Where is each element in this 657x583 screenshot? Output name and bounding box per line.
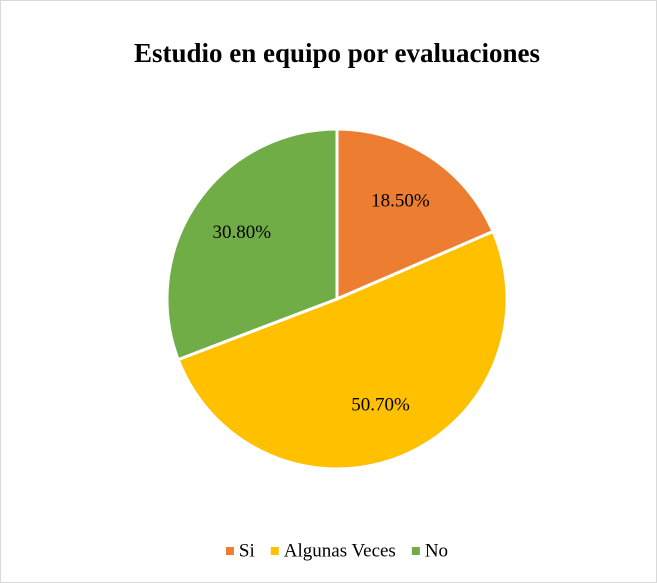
chart-title: Estudio en equipo por evaluaciones xyxy=(134,38,540,68)
pie-slice xyxy=(176,229,509,471)
legend-label: No xyxy=(425,540,448,561)
legend-label: Si xyxy=(239,540,255,561)
legend-label: Algunas Veces xyxy=(284,540,396,561)
pie-slice xyxy=(335,127,495,302)
legend-swatch xyxy=(225,547,234,555)
legend-swatch xyxy=(270,547,279,555)
data-label: 50.70% xyxy=(351,394,410,415)
legend-swatch xyxy=(411,547,420,555)
data-label: 18.50% xyxy=(371,191,430,212)
pie-slice xyxy=(165,127,339,362)
data-label: 30.80% xyxy=(213,222,272,243)
